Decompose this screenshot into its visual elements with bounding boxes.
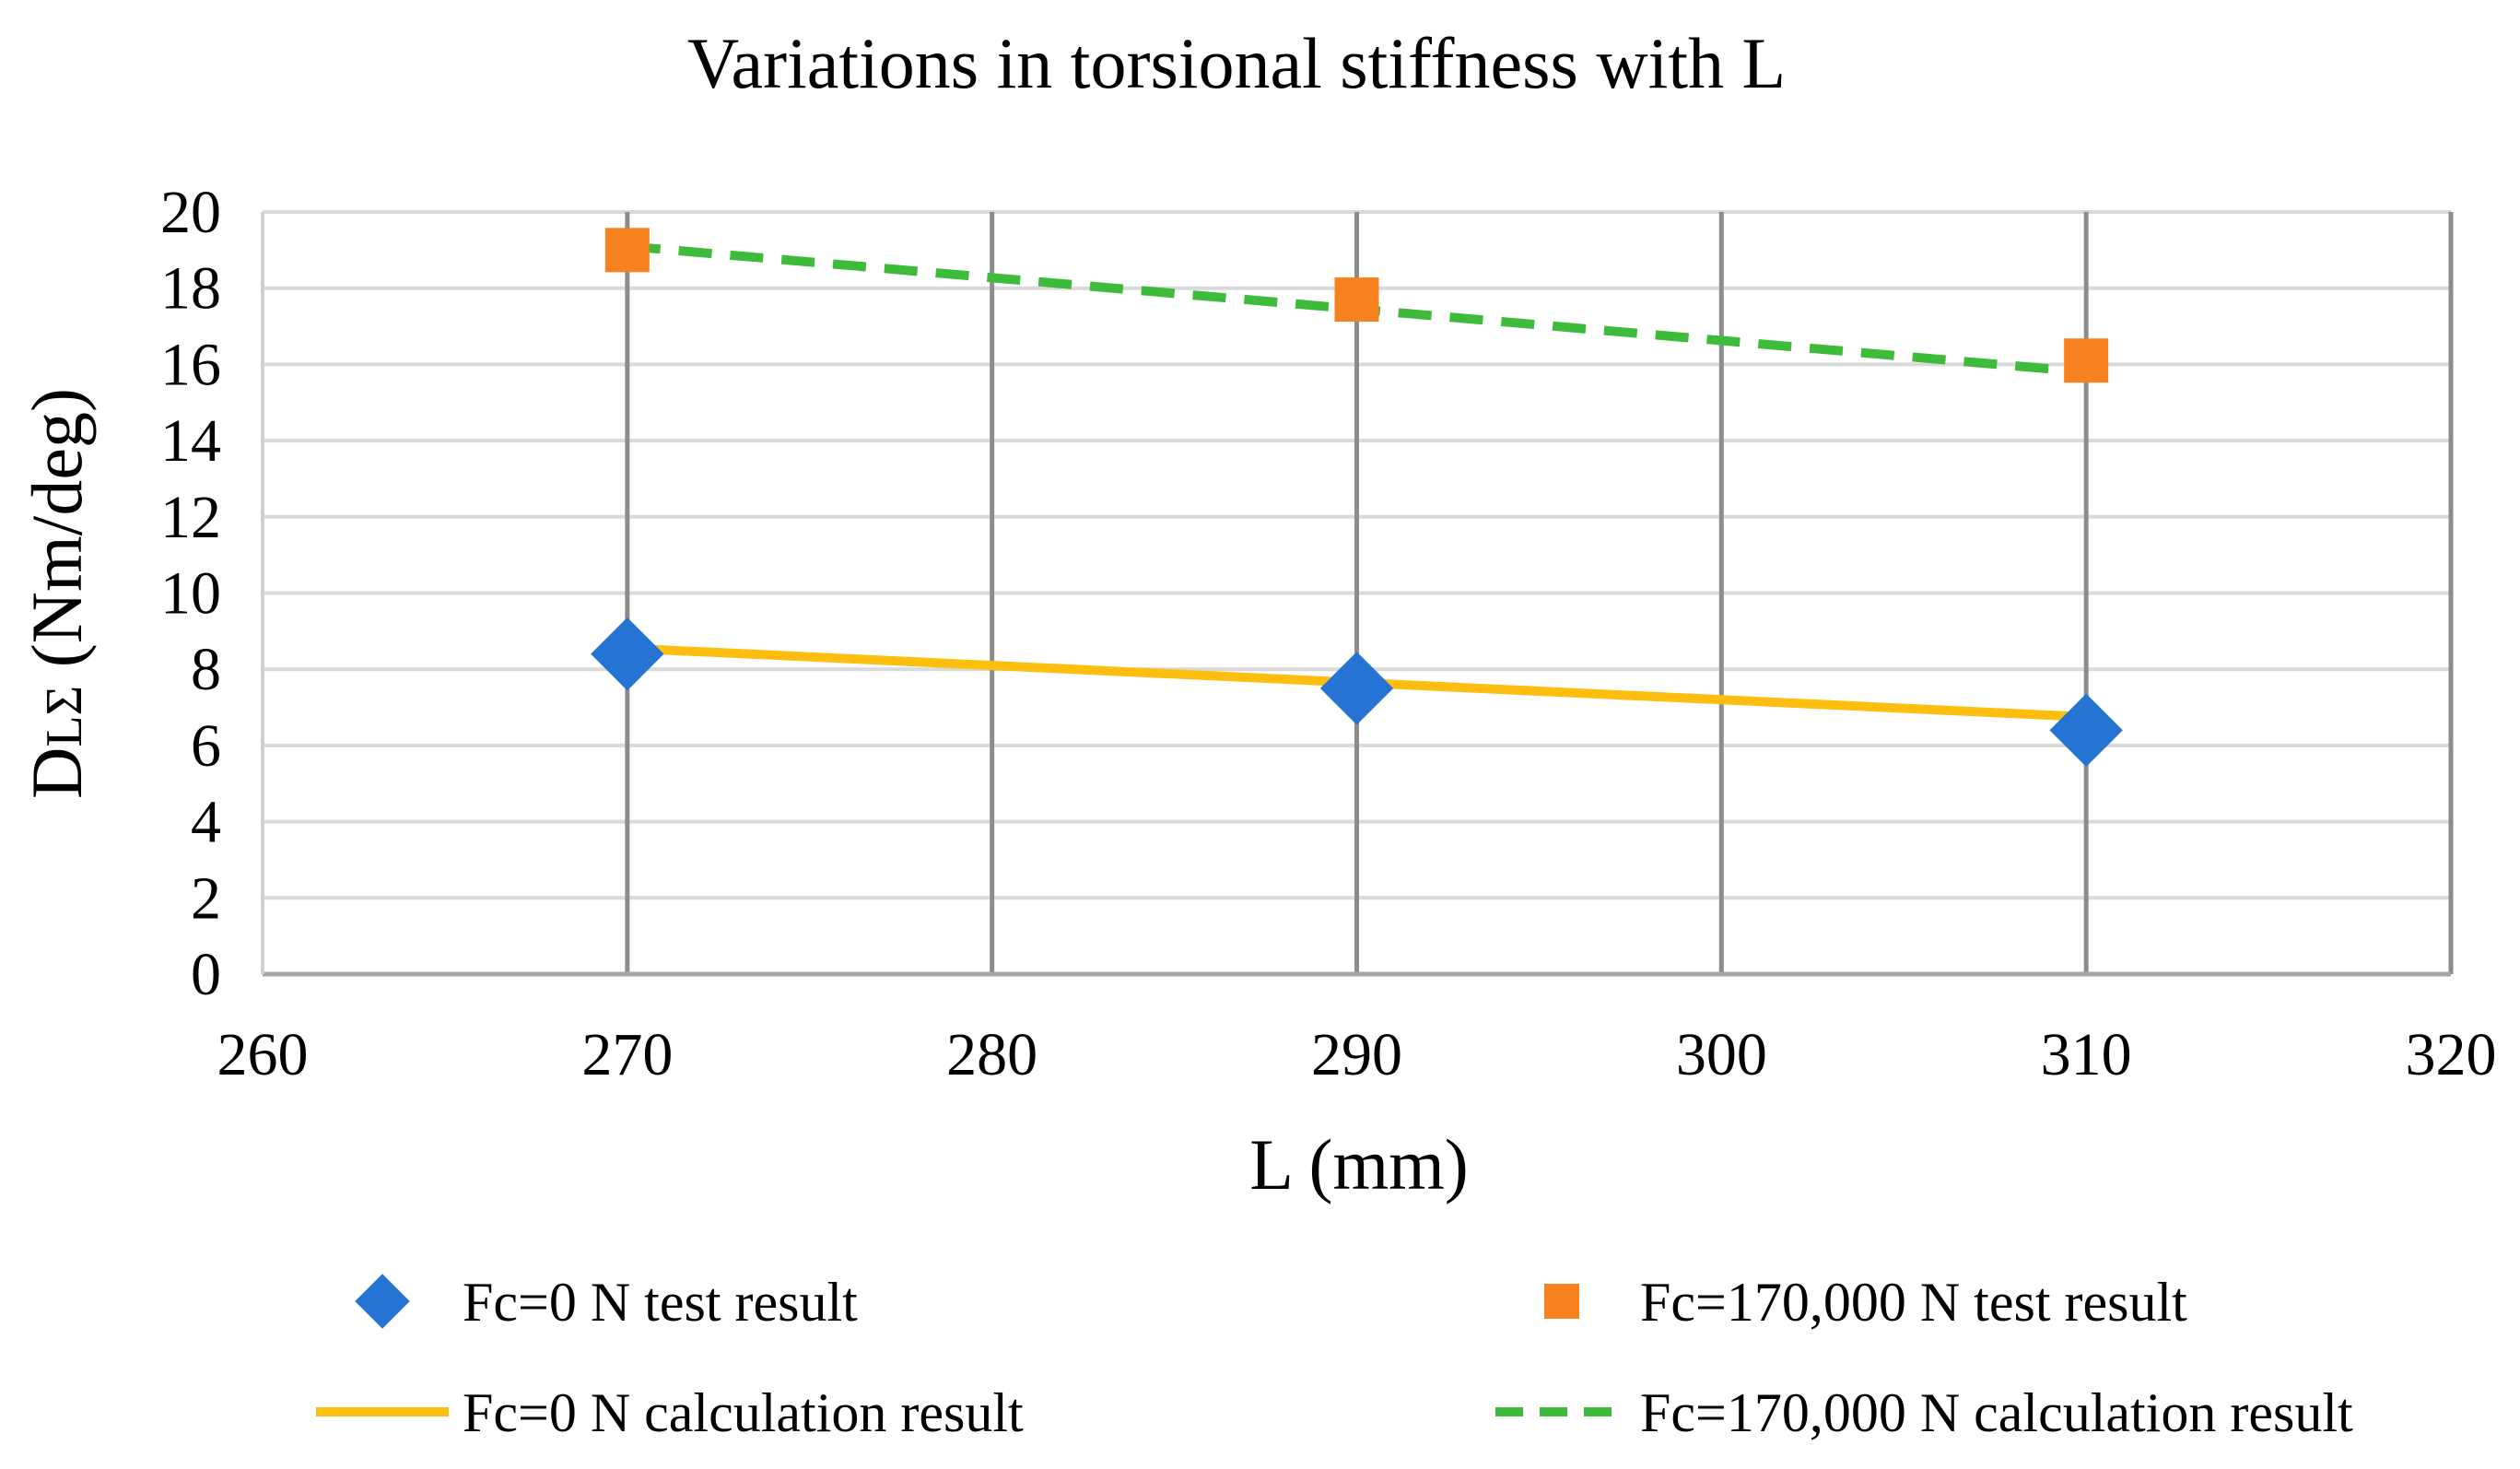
y-tick-label-20: 20: [160, 179, 221, 246]
data-point-fc-0-n-test-result-310: [2049, 693, 2123, 768]
y-axis-label-subscript: LΣ: [36, 686, 93, 747]
x-tick-label-310: 310: [2041, 1021, 2132, 1088]
x-tick-label-290: 290: [1311, 1021, 1402, 1088]
x-tick-label-320: 320: [2406, 1021, 2497, 1088]
data-point-fc-170-000-n-test-result-290: [1334, 277, 1379, 323]
y-tick-label-8: 8: [191, 636, 221, 703]
axes: [261, 212, 2451, 977]
y-axis-label-main: D: [17, 747, 97, 799]
data-point-fc-0-n-test-result-270: [591, 617, 664, 691]
legend-item-fc-0-n-test-result: Fc=0 N test result: [355, 1272, 858, 1333]
legend-label-fc-170-000-n-test-result: Fc=170,000 N test result: [1640, 1272, 2187, 1333]
y-tick-labels: 0 2 4 6 8 10 12 14 16 18 20: [160, 179, 221, 1008]
legend-label-fc-170-000-n-calculation-result: Fc=170,000 N calculation result: [1640, 1382, 2353, 1443]
data-point-fc-170-000-n-test-result-310: [2064, 338, 2109, 383]
x-tick-labels: 260 270 280 290 300 310 320: [217, 1021, 2497, 1088]
x-tick-label-270: 270: [581, 1021, 673, 1088]
y-tick-label-14: 14: [160, 407, 221, 475]
y-axis-label: DLΣ (Nm/deg): [17, 388, 97, 799]
y-tick-label-6: 6: [191, 712, 221, 780]
y-tick-label-10: 10: [160, 560, 221, 628]
plot-series: [591, 228, 2123, 768]
x-tick-label-260: 260: [217, 1021, 309, 1088]
data-point-fc-0-n-test-result-290: [1319, 652, 1394, 725]
y-tick-label-0: 0: [191, 941, 221, 1008]
y-tick-label-16: 16: [160, 331, 221, 398]
legend-symbol-fc-0-n-test-result: [355, 1274, 410, 1329]
legend-label-fc-0-n-calculation-result: Fc=0 N calculation result: [463, 1382, 1024, 1443]
legend-item-fc-170-000-n-calculation-result: Fc=170,000 N calculation result: [1495, 1382, 2353, 1443]
y-tick-label-12: 12: [160, 484, 221, 551]
y-tick-label-18: 18: [160, 255, 221, 323]
legend-item-fc-0-n-calculation-result: Fc=0 N calculation result: [316, 1382, 1024, 1443]
data-point-fc-170-000-n-test-result-270: [604, 228, 650, 273]
x-tick-label-300: 300: [1676, 1021, 1767, 1088]
y-tick-label-4: 4: [191, 789, 221, 856]
y-axis-label-unit: (Nm/deg): [17, 388, 97, 686]
legend-item-fc-170-000-n-test-result: Fc=170,000 N test result: [1544, 1272, 2187, 1333]
legend-label-fc-0-n-test-result: Fc=0 N test result: [463, 1272, 858, 1333]
x-axis-label: L (mm): [1249, 1124, 1469, 1205]
chart-title: Variations in torsional stiffness with L: [687, 23, 1786, 103]
grid: [263, 210, 2454, 974]
y-tick-label-2: 2: [191, 864, 221, 932]
x-tick-label-280: 280: [946, 1021, 1037, 1088]
legend: Fc=0 N test result Fc=170,000 N test resu…: [316, 1272, 2353, 1443]
legend-symbol-fc-170-000-n-test-result: [1544, 1284, 1579, 1319]
